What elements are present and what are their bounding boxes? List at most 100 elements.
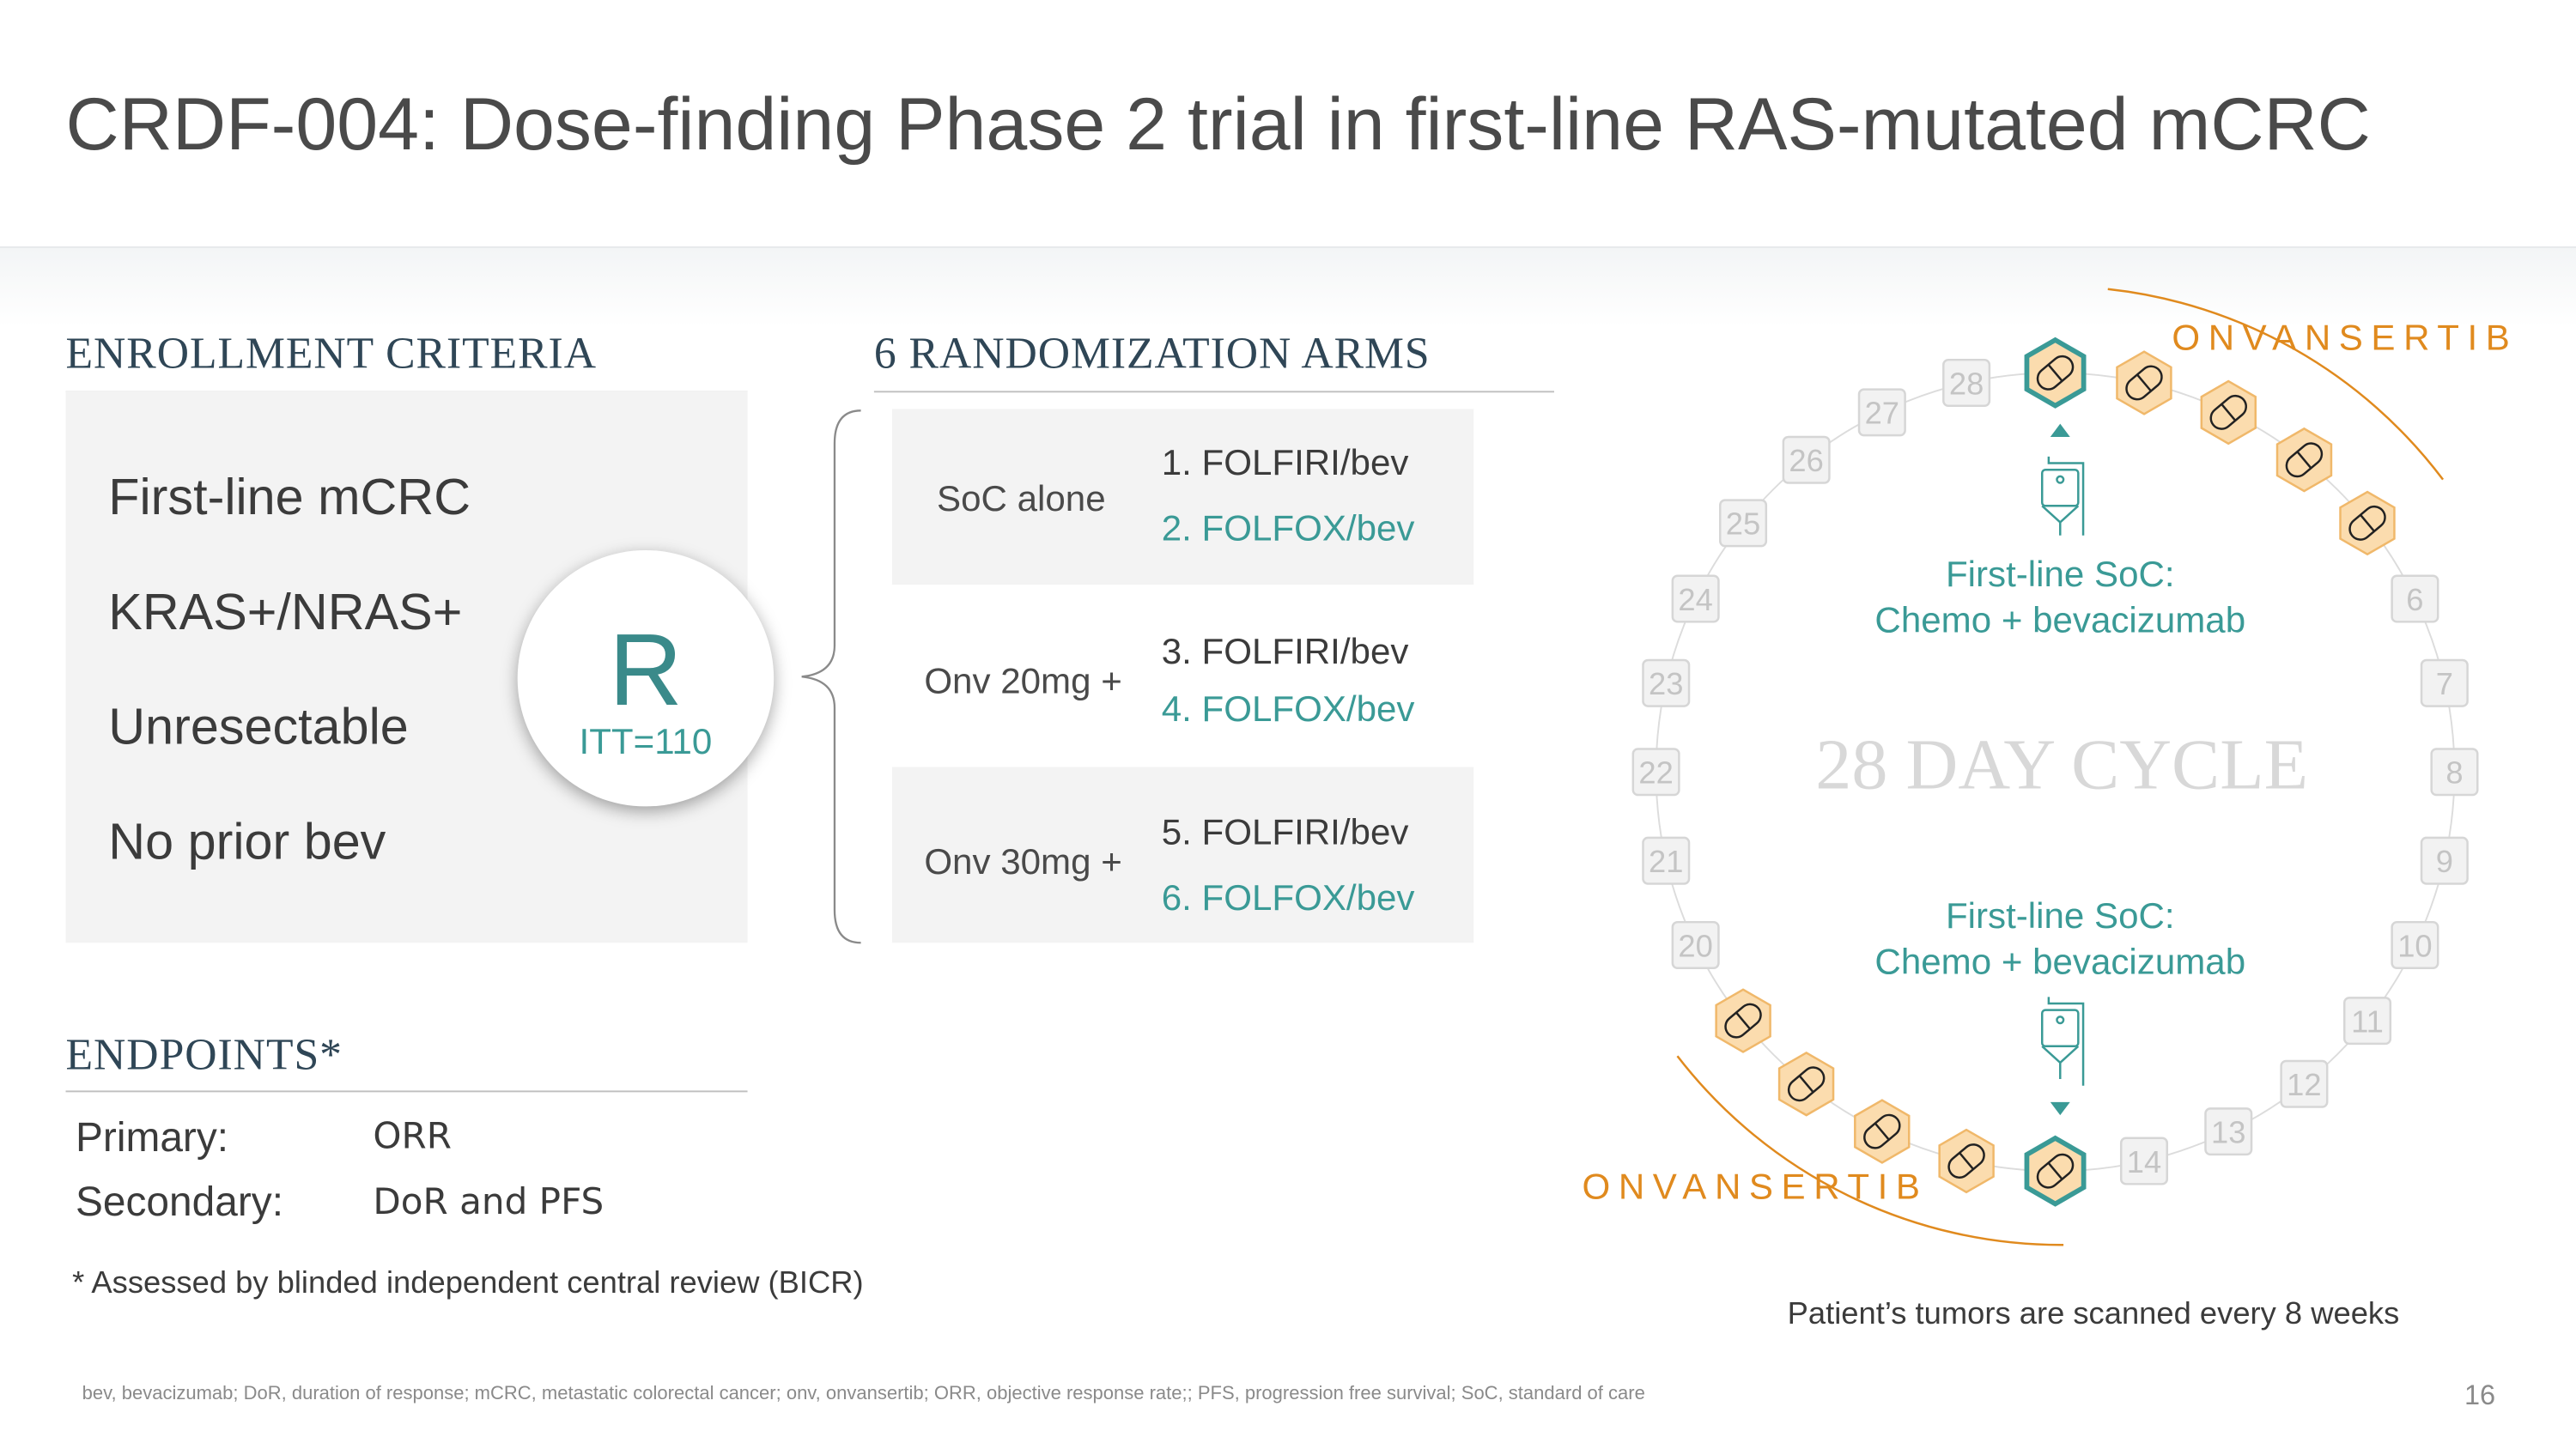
soc-line2-bottom: Chemo + bevacizumab xyxy=(1874,941,2246,983)
day-number: 10 xyxy=(2397,928,2432,963)
criterion: KRAS+/NRAS+ xyxy=(108,583,463,641)
arm-folfiri: 1. FOLFIRI/bev xyxy=(1161,441,1409,483)
day-box: 13 xyxy=(2204,1107,2253,1156)
onvansertib-pill-day xyxy=(2339,490,2396,556)
footnote: bev, bevacizumab; DoR, duration of respo… xyxy=(82,1384,1645,1404)
criterion: First-line mCRC xyxy=(108,468,471,526)
randomization-letter: R xyxy=(609,614,683,728)
scan-note: Patient’s tumors are scanned every 8 wee… xyxy=(1787,1297,2400,1332)
day-number: 21 xyxy=(1649,844,1683,879)
onvansertib-pill-day xyxy=(1938,1128,1995,1194)
arm-group: SoC alone 1. FOLFIRI/bev 2. FOLFOX/bev xyxy=(891,409,1474,585)
day-number: 8 xyxy=(2445,755,2463,791)
day-number: 22 xyxy=(1638,755,1673,791)
arm-folfox: 2. FOLFOX/bev xyxy=(1161,507,1415,549)
enrollment-heading: ENROLLMENT CRITERIA xyxy=(65,328,597,379)
header-band xyxy=(0,246,2576,327)
arm-label: SoC alone xyxy=(937,477,1106,519)
cycle-center-label: 28 DAY CYCLE xyxy=(1815,724,2309,805)
day-box: 6 xyxy=(2391,574,2439,623)
day-box: 23 xyxy=(1642,658,1691,707)
onvansertib-pill-day xyxy=(2116,350,2172,415)
day-number: 23 xyxy=(1649,666,1683,701)
day-number: 20 xyxy=(1678,928,1712,963)
pill-icon xyxy=(1787,1066,1826,1102)
iv-bag-icon xyxy=(2040,423,2085,536)
secondary-value: DoR and PFS xyxy=(373,1182,605,1224)
pill-icon xyxy=(2209,394,2248,430)
soc-pill-day xyxy=(2024,1135,2087,1207)
pill-icon xyxy=(1947,1143,1985,1179)
soc-line2-top: Chemo + bevacizumab xyxy=(1874,599,2246,641)
arm-folfox: 4. FOLFOX/bev xyxy=(1161,688,1415,730)
onvansertib-pill-day xyxy=(1715,988,1771,1053)
day-box: 20 xyxy=(1671,920,1720,970)
endpoints-heading: ENDPOINTS* xyxy=(65,1029,343,1080)
pill-icon xyxy=(1724,1003,1762,1039)
onvansertib-arc-top xyxy=(2107,288,2445,481)
divider xyxy=(65,1090,748,1093)
day-number: 14 xyxy=(2127,1144,2161,1179)
arm-group: Onv 30mg + 5. FOLFIRI/bev 6. FOLFOX/bev xyxy=(891,767,1474,943)
day-number: 6 xyxy=(2406,582,2423,617)
onvansertib-pill-day xyxy=(1777,1051,1835,1117)
day-number: 26 xyxy=(1789,443,1823,478)
arms-heading: 6 RANDOMIZATION ARMS xyxy=(873,328,1431,379)
criterion: No prior bev xyxy=(108,813,386,871)
pill-icon xyxy=(2036,1153,2075,1189)
pill-icon xyxy=(2285,442,2324,478)
divider xyxy=(873,391,1554,393)
day-box: 9 xyxy=(2420,836,2469,885)
itt-label: ITT=110 xyxy=(579,720,713,762)
primary-value: ORR xyxy=(373,1117,452,1158)
day-box: 14 xyxy=(2119,1137,2169,1185)
endpoint-note: * Assessed by blinded independent centra… xyxy=(72,1266,864,1301)
page-title: CRDF-004: Dose-finding Phase 2 trial in … xyxy=(65,82,2371,167)
primary-label: Primary: xyxy=(76,1115,229,1161)
arm-label: Onv 30mg + xyxy=(924,840,1122,882)
day-number: 24 xyxy=(1678,582,1712,617)
day-number: 11 xyxy=(2351,1004,2384,1040)
pill-icon xyxy=(2125,365,2163,401)
soc-line1-top: First-line SoC: xyxy=(1945,553,2175,595)
onvansertib-arc-bottom xyxy=(1676,1055,2064,1246)
page-number: 16 xyxy=(2464,1379,2496,1411)
day-box: 11 xyxy=(2343,997,2392,1046)
day-number: 13 xyxy=(2211,1115,2245,1150)
onvansertib-label-top: ONVANSERTIB xyxy=(2172,317,2518,359)
onvansertib-pill-day xyxy=(1854,1099,1911,1164)
day-box: 27 xyxy=(1857,388,1906,437)
day-number: 7 xyxy=(2436,666,2453,701)
soc-pill-day xyxy=(2024,336,2087,409)
day-box: 7 xyxy=(2420,658,2469,707)
day-box: 22 xyxy=(1631,748,1680,797)
day-number: 25 xyxy=(1726,506,1760,542)
arm-folfiri: 5. FOLFIRI/bev xyxy=(1161,811,1409,853)
day-box: 8 xyxy=(2430,748,2479,797)
day-number: 28 xyxy=(1949,366,1984,401)
onvansertib-label-bottom: ONVANSERTIB xyxy=(1582,1166,1929,1208)
arm-folfiri: 3. FOLFIRI/bev xyxy=(1161,630,1409,672)
day-box: 28 xyxy=(1942,358,1991,408)
arm-folfox: 6. FOLFOX/bev xyxy=(1161,876,1415,919)
onvansertib-pill-day xyxy=(2200,379,2257,446)
pill-icon xyxy=(1863,1113,1901,1149)
day-box: 10 xyxy=(2391,920,2439,970)
secondary-label: Secondary: xyxy=(76,1179,283,1226)
day-box: 21 xyxy=(1642,836,1691,885)
day-number: 12 xyxy=(2287,1067,2321,1102)
brace xyxy=(801,409,861,944)
arm-label: Onv 20mg + xyxy=(924,660,1122,701)
randomization-circle: R ITT=110 xyxy=(517,549,775,807)
day-number: 9 xyxy=(2436,844,2453,879)
arm-group: Onv 20mg + 3. FOLFIRI/bev 4. FOLFOX/bev xyxy=(891,589,1474,766)
day-box: 24 xyxy=(1671,574,1720,623)
criterion: Unresectable xyxy=(108,698,409,756)
day-box: 25 xyxy=(1719,499,1768,548)
day-box: 26 xyxy=(1782,435,1831,484)
pill-icon xyxy=(2348,505,2386,541)
soc-line1-bottom: First-line SoC: xyxy=(1945,894,2175,937)
pill-icon xyxy=(2036,355,2075,391)
